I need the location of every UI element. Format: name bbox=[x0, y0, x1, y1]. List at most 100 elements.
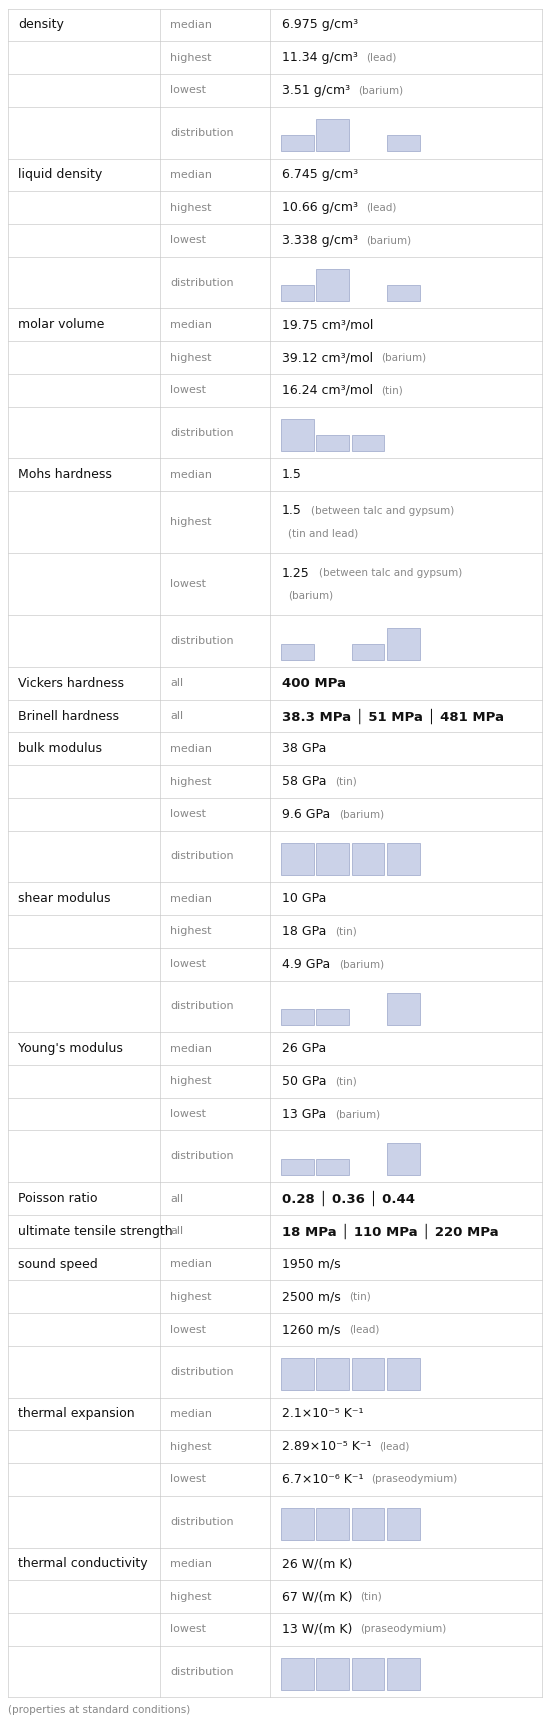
Text: lowest: lowest bbox=[170, 580, 206, 590]
Text: 1.25: 1.25 bbox=[282, 566, 310, 580]
Bar bbox=[317, 844, 349, 875]
Text: 39.12 cm³/mol: 39.12 cm³/mol bbox=[282, 352, 373, 364]
Bar bbox=[317, 1508, 349, 1540]
Text: median: median bbox=[170, 171, 212, 179]
Text: 18 GPa: 18 GPa bbox=[282, 925, 326, 938]
Text: 18 MPa │ 110 MPa │ 220 MPa: 18 MPa │ 110 MPa │ 220 MPa bbox=[282, 1223, 498, 1239]
Bar bbox=[281, 844, 313, 875]
Bar bbox=[387, 285, 420, 302]
Text: all: all bbox=[170, 1194, 183, 1204]
Text: 2500 m/s: 2500 m/s bbox=[282, 1290, 340, 1304]
Text: lowest: lowest bbox=[170, 385, 206, 395]
Bar bbox=[352, 1508, 384, 1540]
Text: median: median bbox=[170, 1409, 212, 1420]
Text: highest: highest bbox=[170, 1442, 212, 1452]
Bar bbox=[317, 1009, 349, 1025]
Text: highest: highest bbox=[170, 926, 212, 937]
Text: 11.34 g/cm³: 11.34 g/cm³ bbox=[282, 52, 358, 64]
Text: lowest: lowest bbox=[170, 1109, 206, 1120]
Text: 58 GPa: 58 GPa bbox=[282, 775, 326, 788]
Text: (lead): (lead) bbox=[349, 1325, 379, 1335]
Text: 38.3 MPa │ 51 MPa │ 481 MPa: 38.3 MPa │ 51 MPa │ 481 MPa bbox=[282, 709, 503, 724]
Text: (properties at standard conditions): (properties at standard conditions) bbox=[8, 1704, 190, 1715]
Text: 10.66 g/cm³: 10.66 g/cm³ bbox=[282, 202, 358, 214]
Bar bbox=[281, 1009, 313, 1025]
Text: (tin and lead): (tin and lead) bbox=[288, 528, 358, 538]
Bar bbox=[387, 135, 420, 152]
Bar bbox=[352, 643, 384, 659]
Text: distribution: distribution bbox=[170, 1002, 234, 1011]
Bar bbox=[281, 1358, 313, 1390]
Bar bbox=[352, 844, 384, 875]
Text: molar volume: molar volume bbox=[18, 319, 104, 331]
Text: 1260 m/s: 1260 m/s bbox=[282, 1323, 340, 1335]
Text: median: median bbox=[170, 743, 212, 754]
Bar bbox=[317, 269, 349, 302]
Bar bbox=[281, 419, 313, 452]
Text: highest: highest bbox=[170, 1292, 212, 1302]
Text: 10 GPa: 10 GPa bbox=[282, 892, 326, 906]
Text: Vickers hardness: Vickers hardness bbox=[18, 676, 124, 690]
Text: distribution: distribution bbox=[170, 1151, 234, 1161]
Bar bbox=[387, 1144, 420, 1175]
Text: 1.5: 1.5 bbox=[282, 504, 301, 518]
Text: median: median bbox=[170, 1559, 212, 1568]
Text: density: density bbox=[18, 19, 64, 31]
Text: all: all bbox=[170, 1226, 183, 1237]
Text: median: median bbox=[170, 894, 212, 904]
Text: 13 GPa: 13 GPa bbox=[282, 1107, 326, 1121]
Text: distribution: distribution bbox=[170, 637, 234, 647]
Text: sound speed: sound speed bbox=[18, 1258, 98, 1271]
Text: 6.745 g/cm³: 6.745 g/cm³ bbox=[282, 169, 358, 181]
Text: highest: highest bbox=[170, 202, 212, 212]
Text: thermal expansion: thermal expansion bbox=[18, 1408, 135, 1420]
Text: distribution: distribution bbox=[170, 852, 234, 861]
Text: 67 W/(m K): 67 W/(m K) bbox=[282, 1590, 352, 1603]
Text: 2.1×10⁻⁵ K⁻¹: 2.1×10⁻⁵ K⁻¹ bbox=[282, 1408, 363, 1420]
Text: distribution: distribution bbox=[170, 428, 234, 438]
Text: highest: highest bbox=[170, 776, 212, 787]
Bar bbox=[387, 1658, 420, 1690]
Bar bbox=[352, 435, 384, 452]
Text: lowest: lowest bbox=[170, 1325, 206, 1335]
Bar bbox=[317, 1358, 349, 1390]
Text: distribution: distribution bbox=[170, 1516, 234, 1527]
Text: (praseodymium): (praseodymium) bbox=[360, 1625, 447, 1634]
Text: (barium): (barium) bbox=[366, 235, 411, 245]
Text: all: all bbox=[170, 711, 183, 721]
Bar bbox=[387, 844, 420, 875]
Bar bbox=[281, 1159, 313, 1175]
Text: 1950 m/s: 1950 m/s bbox=[282, 1258, 340, 1271]
Text: bulk modulus: bulk modulus bbox=[18, 742, 102, 756]
Text: highest: highest bbox=[170, 1592, 212, 1601]
Bar bbox=[281, 1658, 313, 1690]
Text: 16.24 cm³/mol: 16.24 cm³/mol bbox=[282, 385, 373, 397]
Text: liquid density: liquid density bbox=[18, 169, 102, 181]
Bar bbox=[281, 1508, 313, 1540]
Text: 3.51 g/cm³: 3.51 g/cm³ bbox=[282, 85, 350, 97]
Text: (tin): (tin) bbox=[335, 776, 357, 787]
Text: 19.75 cm³/mol: 19.75 cm³/mol bbox=[282, 319, 373, 331]
Bar bbox=[317, 1159, 349, 1175]
Text: lowest: lowest bbox=[170, 959, 206, 969]
Text: (lead): (lead) bbox=[366, 53, 396, 62]
Bar bbox=[317, 435, 349, 452]
Text: 26 W/(m K): 26 W/(m K) bbox=[282, 1558, 352, 1570]
Bar bbox=[281, 135, 313, 152]
Text: highest: highest bbox=[170, 518, 212, 528]
Text: 400 MPa: 400 MPa bbox=[282, 676, 346, 690]
Bar bbox=[281, 643, 313, 659]
Text: thermal conductivity: thermal conductivity bbox=[18, 1558, 147, 1570]
Text: lowest: lowest bbox=[170, 86, 206, 95]
Text: lowest: lowest bbox=[170, 235, 206, 245]
Text: 9.6 GPa: 9.6 GPa bbox=[282, 807, 330, 821]
Text: 2.89×10⁻⁵ K⁻¹: 2.89×10⁻⁵ K⁻¹ bbox=[282, 1440, 371, 1452]
Text: 4.9 GPa: 4.9 GPa bbox=[282, 957, 330, 971]
Text: highest: highest bbox=[170, 53, 212, 62]
Text: distribution: distribution bbox=[170, 1366, 234, 1377]
Text: (tin): (tin) bbox=[335, 1076, 357, 1087]
Text: distribution: distribution bbox=[170, 1666, 234, 1677]
Bar bbox=[387, 1508, 420, 1540]
Text: (praseodymium): (praseodymium) bbox=[371, 1475, 458, 1485]
Text: (tin): (tin) bbox=[381, 385, 402, 395]
